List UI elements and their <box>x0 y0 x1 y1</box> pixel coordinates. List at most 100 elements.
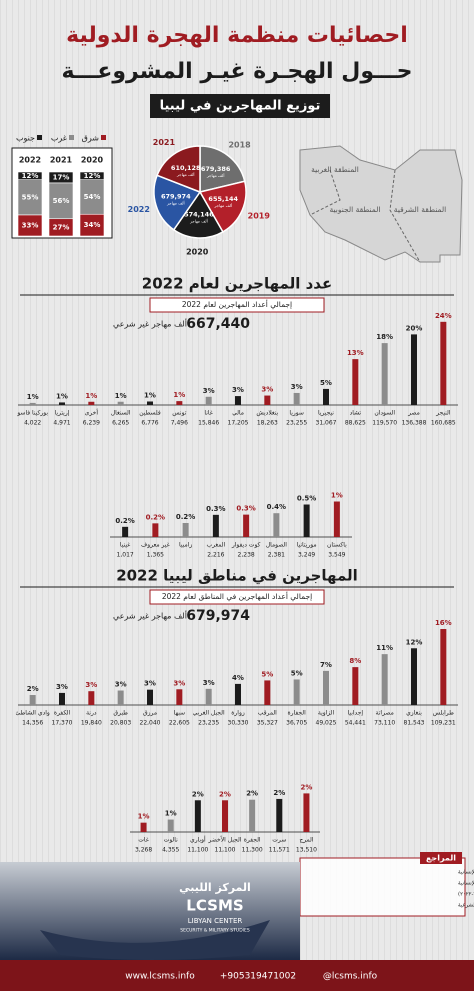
reference-item: جهاز مكافحة الهجرة غير الشرعية <box>458 902 474 909</box>
bar <box>147 689 153 705</box>
subtitle: حـــول الهجـرة غيـر المشروعـــة <box>61 59 412 84</box>
subtitle-box <box>149 297 325 313</box>
category-label: زوارة <box>231 710 245 717</box>
share-label: 2% <box>192 790 204 798</box>
bar <box>440 629 447 705</box>
category-label: الصومال <box>266 542 288 549</box>
category-label: الجبل الأخضر <box>208 836 242 844</box>
bar <box>176 689 183 705</box>
bar <box>293 679 300 705</box>
category-label: الجبل الغربي <box>193 710 225 717</box>
map-label: المنطقة الجنوبية <box>329 205 380 214</box>
value-label: 1,365 <box>147 552 164 559</box>
year-label: 2022 <box>19 156 41 165</box>
legend-label: جنوب <box>16 134 35 143</box>
category-label: السودان <box>374 410 395 417</box>
segment-label: 33% <box>22 221 39 229</box>
footer-phone: +905319471002 <box>220 972 296 982</box>
value-label: 81,543 <box>404 720 425 727</box>
category-label: وادي الشاطئ <box>16 710 50 717</box>
pie-slice <box>172 190 224 239</box>
references-tag <box>420 852 462 864</box>
slice-value: 574,146 <box>184 210 214 218</box>
category-label: مالي <box>232 410 244 417</box>
share-label: 3% <box>56 683 68 691</box>
reference-item: المنظمة الدولية للهجرة في ليبيا (التقرير… <box>458 892 474 898</box>
category-label: باكستان <box>327 542 347 549</box>
share-label: 8% <box>349 657 361 665</box>
share-label: 3% <box>115 681 127 689</box>
share-label: 0.3% <box>206 505 225 513</box>
value-label: 54,441 <box>345 720 366 727</box>
value-label: 49,025 <box>316 720 337 727</box>
value-label: 136,388 <box>402 420 427 427</box>
slice-unit: ألف مهاجر <box>213 203 232 208</box>
bar <box>352 667 359 705</box>
bar <box>205 688 212 705</box>
value-label: 7,496 <box>171 420 188 427</box>
value-label: 11,100 <box>215 847 236 854</box>
share-label: 5% <box>261 670 273 678</box>
category-label: موريتانيا <box>297 542 317 549</box>
category-label: المغرب <box>206 542 225 549</box>
category-label: مصر <box>407 410 420 417</box>
category-label: الكفرة <box>54 710 71 717</box>
section-title: توزيع المهاجرين في ليبيا <box>160 99 321 114</box>
value-label: 13,510 <box>296 847 317 854</box>
logo-tagline: SECURITY & MILITARY STUDIES <box>180 928 250 934</box>
slice-value: 655,144 <box>208 195 238 203</box>
share-label: 2% <box>27 685 39 693</box>
map-label: المنطقة الغربية <box>311 165 359 174</box>
bar <box>235 683 241 705</box>
year-label: 2022 <box>128 205 150 214</box>
stack-segment <box>17 171 43 180</box>
share-label: 11% <box>376 644 393 652</box>
value-label: 19,840 <box>81 720 102 727</box>
stack-segment <box>79 171 105 180</box>
category-label: طرابلس <box>433 710 454 717</box>
bar <box>323 388 329 405</box>
bar <box>293 392 300 405</box>
category-label: بوركينا فاسو <box>16 410 48 417</box>
bar <box>194 800 201 832</box>
value-label: 109,231 <box>431 720 456 727</box>
slice-unit: ألف مهاجر <box>176 172 195 177</box>
bar <box>440 321 447 405</box>
pie-slice <box>156 145 201 194</box>
share-label: 24% <box>435 312 452 320</box>
year-label: 2018 <box>228 140 251 149</box>
share-label: 7% <box>320 661 332 669</box>
category-label: درنة <box>86 710 97 717</box>
category-label: غير معروف <box>141 542 170 549</box>
category-label: الجفارة <box>288 710 307 717</box>
bar <box>243 514 250 537</box>
category-label: الزاوية <box>318 710 335 717</box>
legend-label: غرب <box>51 134 67 143</box>
total-unit: ألف مهاجر غير شرعي <box>113 611 187 621</box>
bar <box>88 691 95 705</box>
pie-slice <box>198 180 247 233</box>
bar <box>381 654 388 705</box>
pie-slice <box>153 174 202 231</box>
bar <box>249 799 256 832</box>
bar <box>352 359 359 405</box>
value-label: 6,265 <box>112 420 129 427</box>
value-label: 2,238 <box>238 552 255 559</box>
bar <box>264 395 271 405</box>
share-label: 2% <box>246 790 258 798</box>
share-label: 1% <box>56 392 68 400</box>
segment-label: 56% <box>53 197 70 205</box>
section-title: عدد المهاجرين لعام 2022 <box>142 275 332 293</box>
category-label: المرج <box>299 837 313 844</box>
segment-label: 12% <box>22 172 39 180</box>
value-label: 11,100 <box>187 847 208 854</box>
section-subtitle: إجمالي أعداد المهاجرين لعام 2022 <box>182 299 292 309</box>
share-label: 12% <box>406 638 423 646</box>
share-label: 0.3% <box>236 505 255 513</box>
title: احصائيات منظمة الهجرة الدولية <box>66 23 408 48</box>
legend-swatch <box>37 135 42 140</box>
segment-label: 54% <box>84 193 101 201</box>
share-label: 3% <box>203 387 215 395</box>
